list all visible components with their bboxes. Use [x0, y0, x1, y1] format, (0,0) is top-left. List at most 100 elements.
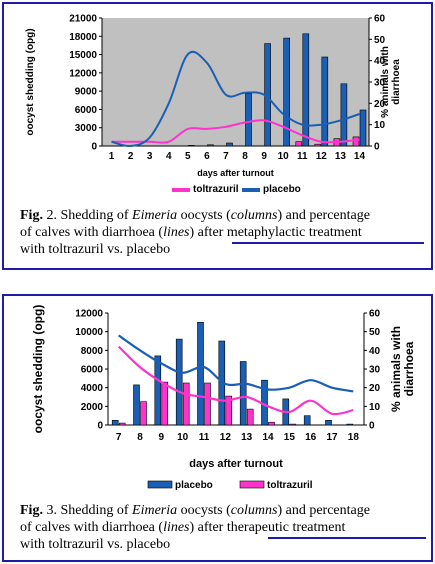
fig3-bar-toltrazuril	[182, 382, 190, 426]
fig2-x-tick-label: 2	[128, 151, 134, 162]
fig2-x-tick-label: 11	[297, 151, 308, 162]
figure-2-caption-underline	[232, 242, 424, 244]
fig2-left-tick-label: 12000	[69, 68, 97, 79]
caption-italic: lines	[163, 225, 190, 240]
fig2-x-tick-label: 9	[261, 151, 267, 162]
fig2-x-tick-label: 3	[147, 151, 153, 162]
fig2-line-toltrazuril	[111, 119, 360, 144]
caption-text: ) after	[189, 225, 224, 240]
fig2-right-tick-label: 0	[374, 142, 380, 153]
fig3-x-tick-label: 13	[241, 432, 253, 443]
fig3-x-tick-label: 16	[305, 432, 317, 443]
caption-text: ) and percentage	[277, 208, 370, 223]
fig2-x-tick-label: 6	[204, 151, 210, 162]
fig3-x-tick-label: 18	[348, 432, 360, 443]
fig2-left-tick-label: 3000	[75, 123, 98, 134]
fig3-left-tick-label: 12000	[75, 309, 103, 320]
fig3-bar-toltrazuril	[161, 381, 169, 426]
fig3-bar-toltrazuril	[246, 408, 254, 426]
fig3-x-tick-label: 14	[262, 432, 274, 443]
fig2-right-axis-title: % animals withdiarrhoea	[380, 46, 402, 118]
fig2-x-tick-label: 5	[185, 151, 191, 162]
caption-text: ) after	[189, 520, 224, 535]
fig2-x-tick-label: 10	[278, 151, 290, 162]
figure-2-caption-line-1: Fig. 2. Shedding of Eimeria oocysts (col…	[20, 207, 430, 224]
caption-highlight: metaphylactic treatment	[226, 225, 362, 240]
fig2-x-tick-label: 13	[335, 151, 347, 162]
fig2-right-tick-label: 40	[374, 56, 386, 67]
fig3-bar-placebo	[303, 415, 311, 426]
fig3-x-tick-label: 17	[326, 432, 338, 443]
fig3-bar-placebo	[325, 419, 332, 426]
fig3-x-axis-title: days after turnout	[189, 458, 283, 470]
fig3-bar-placebo	[197, 321, 204, 426]
fig2-bar-placebo	[226, 142, 233, 147]
fig2-bar-placebo	[207, 144, 214, 147]
fig3-left-tick-label: 10000	[75, 327, 103, 338]
fig2-left-tick-label: 18000	[69, 32, 97, 43]
fig3-legend-label-placebo: placebo	[175, 480, 213, 491]
fig2-x-tick-label: 4	[166, 151, 172, 162]
caption-text: of calves with diarrhoea (	[20, 520, 164, 535]
caption-italic: columns	[230, 503, 278, 518]
figure-2-caption: Fig. 2. Shedding of Eimeria oocysts (col…	[20, 207, 430, 258]
fig3-line-toltrazuril	[117, 345, 354, 416]
figure-3-caption-line-2: of calves with diarrhoea (lines) after t…	[20, 519, 430, 536]
fig3-x-tick-label: 11	[199, 432, 210, 443]
fig2-left-tick-label: 9000	[75, 87, 98, 98]
fig3-legend-swatch-placebo	[147, 480, 173, 489]
fig2-right-axis-title-line: % animals with	[380, 46, 391, 118]
figure-2-number: 2.	[46, 208, 57, 223]
fig3-bar-toltrazuril	[140, 401, 147, 426]
fig2-left-tick-label: 0	[91, 142, 97, 153]
fig2-x-tick-label: 12	[316, 151, 328, 162]
fig2-legend-swatch-toltrazuril	[172, 188, 190, 192]
fig2-bar-placebo	[283, 37, 291, 147]
fig3-left-tick-label: 8000	[81, 346, 104, 357]
figure-3-caption-underline	[268, 537, 426, 539]
fig3-x-tick-label: 15	[284, 432, 296, 443]
fig3-bar-toltrazuril	[204, 382, 211, 426]
fig2-x-tick-label: 8	[242, 151, 248, 162]
fig3-left-axis-title: oocyst shedding (opg)	[31, 305, 45, 434]
fig3-left-tick-label: 2000	[81, 402, 104, 413]
figure-3-caption-line-3: with toltrazuril vs. placebo	[20, 537, 171, 552]
fig3-line-placebo	[118, 334, 354, 393]
fig3-right-tick-label: 30	[369, 365, 381, 376]
figure-3-number: 3.	[46, 503, 57, 518]
fig3-right-tick-label: 20	[369, 383, 381, 394]
fig3-legend-label-toltrazuril: toltrazuril	[267, 480, 313, 491]
fig3-x-tick-label: 9	[159, 432, 165, 443]
fig3-right-tick-label: 0	[369, 421, 375, 432]
fig2-line-placebo	[111, 50, 360, 148]
fig3-bar-toltrazuril	[225, 395, 233, 426]
caption-text: Shedding of	[60, 503, 129, 518]
fig2-bar-toltrazuril	[295, 141, 303, 147]
figure-3-caption: Fig. 3. Shedding of Eimeria oocysts (col…	[20, 502, 430, 553]
caption-text: oocysts (	[180, 503, 231, 518]
fig2-left-tick-label: 6000	[75, 105, 98, 116]
fig2-legend-swatch-placebo	[242, 188, 260, 192]
fig2-right-tick-label: 60	[374, 14, 386, 25]
fig3-right-tick-label: 60	[369, 309, 381, 320]
caption-italic: columns	[230, 208, 278, 223]
figure-3-label: Fig.	[20, 503, 43, 518]
fig2-bar-toltrazuril	[314, 143, 322, 147]
fig2-legend-label-toltrazuril: toltrazuril	[193, 184, 239, 195]
fig2-left-axis-title: oocyst shedding (opg)	[25, 28, 36, 135]
fig2-right-tick-label: 30	[374, 78, 386, 89]
fig3-bar-placebo	[154, 355, 162, 426]
fig2-x-axis-title: days after turnout	[197, 168, 274, 178]
fig3-bar-toltrazuril	[118, 422, 126, 426]
figure-2-caption-line-3: with toltrazuril vs. placebo	[20, 242, 171, 257]
fig3-legend-swatch-toltrazuril	[239, 480, 265, 489]
fig2-bar-placebo	[188, 145, 195, 147]
caption-text: oocysts (	[180, 208, 231, 223]
fig3-right-tick-label: 50	[369, 327, 381, 338]
caption-highlight: therapeutic treatment	[226, 520, 346, 535]
fig2-right-tick-label: 10	[374, 120, 386, 131]
fig2-bar-placebo	[340, 83, 348, 147]
fig2-right-tick-label: 50	[374, 35, 386, 46]
